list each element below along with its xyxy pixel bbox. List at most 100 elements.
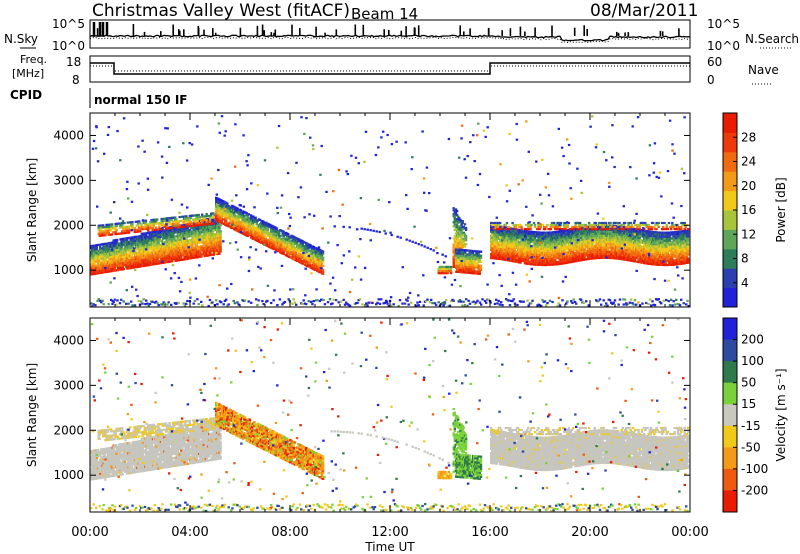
data-cell xyxy=(156,222,159,225)
data-cell xyxy=(165,238,168,242)
data-cell xyxy=(464,257,467,260)
data-cell xyxy=(147,223,150,226)
data-cell xyxy=(115,224,118,227)
data-cell xyxy=(121,260,124,263)
data-cell xyxy=(321,256,325,259)
data-cell xyxy=(172,227,175,230)
data-cell xyxy=(124,231,127,235)
data-cell xyxy=(169,238,173,241)
data-cell xyxy=(549,261,552,264)
data-cell xyxy=(247,213,250,216)
data-cell xyxy=(474,270,477,273)
data-cell xyxy=(129,221,132,224)
data-cell xyxy=(147,229,150,232)
data-cell xyxy=(94,264,97,267)
data-cell xyxy=(161,221,164,224)
data-cell xyxy=(491,246,494,250)
data-cell xyxy=(138,241,141,244)
data-cell xyxy=(180,230,183,233)
data-cell xyxy=(272,235,275,238)
data-cell xyxy=(192,246,195,249)
data-cell xyxy=(105,248,109,251)
noise-tick-lower-right: 10^0 xyxy=(707,39,740,53)
data-cell xyxy=(557,232,560,235)
data-cell xyxy=(465,265,468,268)
data-cell xyxy=(139,245,142,248)
data-cell xyxy=(136,224,140,227)
data-cell xyxy=(99,265,102,268)
cpid-label: CPID xyxy=(10,88,42,102)
data-cell xyxy=(126,247,129,250)
data-cell xyxy=(154,263,157,266)
data-cell xyxy=(120,258,123,261)
data-cell xyxy=(185,245,188,248)
data-cell xyxy=(449,265,453,269)
data-cell xyxy=(144,225,148,228)
data-cell xyxy=(160,239,164,242)
data-cell xyxy=(499,253,502,257)
data-cell xyxy=(318,254,321,258)
data-cell xyxy=(282,230,285,233)
data-cell xyxy=(190,222,194,225)
data-cell xyxy=(111,223,114,226)
data-cell xyxy=(183,223,186,227)
data-cell xyxy=(163,249,166,252)
data-cell xyxy=(535,251,538,254)
data-cell xyxy=(559,260,563,263)
data-cell xyxy=(452,207,455,210)
data-cell xyxy=(115,240,119,243)
data-cell xyxy=(187,231,191,234)
data-cell xyxy=(153,244,156,248)
data-cell xyxy=(151,226,154,230)
data-cell xyxy=(189,229,192,232)
data-cell xyxy=(531,241,534,244)
data-cell xyxy=(288,235,291,238)
data-cell xyxy=(156,254,159,257)
data-cell xyxy=(532,257,536,260)
data-cell xyxy=(186,225,189,228)
data-cell xyxy=(175,218,178,221)
data-cell xyxy=(208,220,212,223)
data-cell xyxy=(91,250,94,254)
data-cell xyxy=(262,220,265,223)
data-cell xyxy=(115,238,119,241)
data-cell xyxy=(541,233,545,236)
data-cell xyxy=(153,242,156,246)
data-cell xyxy=(288,253,291,256)
data-cell xyxy=(593,235,596,238)
data-cell xyxy=(512,227,515,231)
data-cell xyxy=(192,230,195,233)
data-cell xyxy=(193,228,196,231)
data-cell xyxy=(211,231,214,234)
data-cell xyxy=(187,235,191,238)
data-cell xyxy=(578,247,582,250)
data-cell xyxy=(289,256,292,259)
data-cell xyxy=(172,233,175,236)
data-cell xyxy=(130,248,133,251)
data-cell xyxy=(449,272,453,275)
data-cell xyxy=(305,248,308,251)
data-cell xyxy=(523,260,527,263)
station-title: Christmas Valley West (fitACF) xyxy=(92,1,350,21)
data-cell xyxy=(479,264,483,267)
data-cell xyxy=(93,262,96,265)
data-cell xyxy=(289,240,292,243)
data-cell xyxy=(247,223,250,226)
data-cell xyxy=(183,221,186,224)
data-cell xyxy=(255,223,258,226)
data-cell xyxy=(162,223,166,226)
data-cell xyxy=(225,220,228,223)
data-cell xyxy=(219,236,222,239)
data-cell xyxy=(150,233,154,236)
data-cell xyxy=(275,239,279,242)
data-cell xyxy=(178,216,181,219)
data-cell xyxy=(200,229,203,232)
data-cell xyxy=(177,226,180,229)
data-cell xyxy=(453,228,456,232)
data-cell xyxy=(124,259,128,262)
data-cell xyxy=(181,248,184,251)
data-cell xyxy=(163,229,166,232)
noise-traces xyxy=(89,22,691,44)
data-cell xyxy=(476,258,479,261)
data-cell xyxy=(219,242,222,245)
